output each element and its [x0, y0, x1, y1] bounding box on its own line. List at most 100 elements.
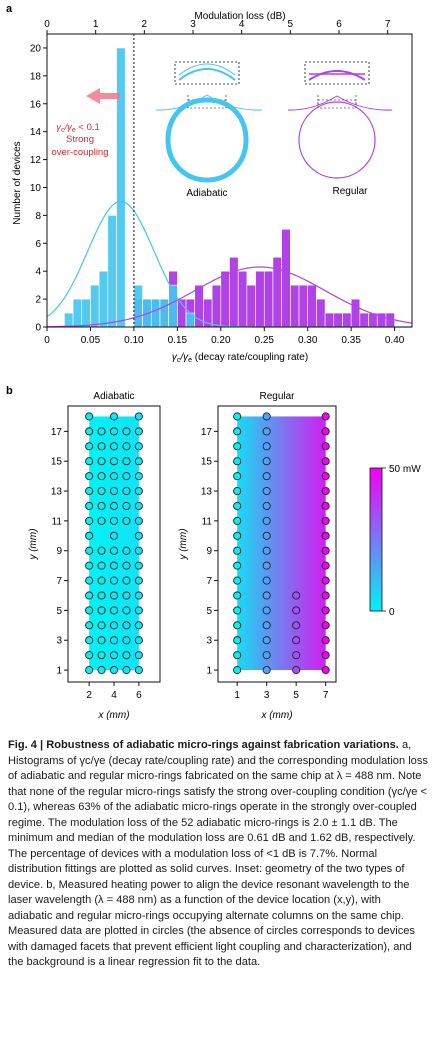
map-point — [292, 651, 301, 660]
map-point — [97, 516, 106, 525]
regular-map-frame — [217, 405, 337, 683]
map-point — [262, 486, 271, 496]
map-point — [134, 561, 143, 570]
y-axis-ticks: 0 2 4 6 8 10 12 14 16 18 20 — [30, 43, 47, 334]
x-tick-label: 5 — [293, 690, 299, 701]
map-point — [85, 486, 94, 496]
map-point — [262, 457, 271, 466]
map-point — [321, 412, 330, 421]
map-point — [109, 636, 119, 645]
top-axis-ticks: 0 1 2 3 4 5 6 7 — [44, 19, 391, 34]
map-point — [233, 606, 242, 615]
map-point — [321, 531, 330, 540]
regular-bar — [220, 270, 230, 328]
caption-title: Fig. 4 | Robustness of adiabatic micro-r… — [8, 739, 399, 751]
map-point — [134, 651, 143, 660]
top-tick-label: 3 — [190, 19, 196, 30]
y-tick-label: 16 — [30, 99, 42, 110]
x-tick-label: 0.05 — [81, 335, 101, 346]
map-point — [122, 442, 131, 451]
map-point — [97, 636, 106, 645]
adiabatic-x-label: x (mm) — [97, 710, 129, 721]
map-point — [262, 501, 271, 511]
annotation-ratio: γc/γe < 0.1 — [56, 122, 100, 134]
map-point — [233, 427, 242, 436]
y-tick-label: 9 — [56, 546, 62, 557]
map-point — [85, 427, 94, 436]
map-point — [321, 457, 330, 466]
map-point — [134, 486, 143, 496]
adiabatic-bar — [159, 298, 169, 328]
map-point — [233, 651, 242, 660]
map-point — [97, 442, 106, 451]
map-point — [122, 621, 131, 630]
panel-b-label: b — [6, 385, 13, 397]
adiabatic-bar — [98, 270, 109, 328]
map-point — [122, 486, 131, 496]
map-point — [321, 561, 330, 570]
y-tick-label: 5 — [56, 606, 62, 617]
map-point — [109, 576, 119, 585]
map-point — [134, 442, 143, 451]
map-point — [321, 576, 330, 585]
map-point — [262, 427, 271, 436]
map-point — [233, 516, 242, 525]
map-point — [233, 457, 242, 466]
map-point — [122, 576, 131, 585]
map-point — [109, 486, 119, 496]
y-tick-label: 15 — [201, 457, 213, 468]
colorbar-min-label: 0 — [389, 607, 395, 618]
map-point — [109, 516, 119, 525]
y-tick-label: 18 — [30, 71, 42, 82]
map-point — [233, 666, 242, 675]
regular-x-ticks: 1 3 5 7 — [234, 682, 329, 701]
map-point — [134, 666, 143, 675]
regular-bar — [211, 284, 222, 328]
regular-bar — [237, 270, 248, 328]
annotation-strong: Strong — [66, 134, 94, 145]
y-tick-label: 3 — [56, 636, 62, 647]
adiabatic-bar — [81, 298, 91, 328]
map-point — [321, 516, 330, 525]
map-point — [292, 636, 301, 645]
map-point — [109, 531, 119, 540]
map-point — [109, 621, 119, 630]
regular-bar — [333, 312, 343, 328]
map-point — [122, 606, 131, 615]
adiabatic-map-points — [85, 412, 143, 675]
figure-caption: Fig. 4 | Robustness of adiabatic micro-r… — [8, 738, 428, 971]
map-point — [134, 591, 143, 600]
y-tick-label: 1 — [56, 666, 62, 677]
adiabatic-map-frame — [67, 405, 161, 683]
map-point — [262, 666, 271, 675]
map-point — [109, 651, 119, 660]
plot-frame — [46, 33, 413, 328]
y-tick-label: 3 — [206, 636, 212, 647]
map-point — [233, 636, 242, 645]
over-coupling-annotation: γc/γe < 0.1 Strong over-coupling — [51, 88, 120, 158]
map-point — [321, 636, 330, 645]
regular-map-title: Regular — [259, 391, 295, 402]
map-point — [97, 606, 106, 615]
map-point — [122, 546, 131, 555]
map-point — [97, 576, 106, 585]
regular-map-points — [233, 412, 330, 675]
map-point — [262, 546, 271, 555]
y-tick-label: 4 — [35, 267, 41, 278]
top-tick-label: 6 — [336, 19, 342, 30]
map-point — [321, 606, 330, 615]
map-point — [262, 442, 271, 451]
map-point — [262, 576, 271, 585]
regular-y-label: y (mm) — [178, 528, 189, 560]
x-axis-label: γc/γe (decay rate/coupling rate) — [172, 352, 308, 364]
map-point — [233, 546, 242, 555]
top-tick-label: 2 — [142, 19, 148, 30]
inset-adiabatic-label: Adiabatic — [186, 188, 227, 199]
regular-bar — [324, 312, 335, 328]
map-point — [134, 606, 143, 615]
inset-regular: Regular — [287, 61, 393, 197]
map-point — [85, 651, 94, 660]
regular-bar — [246, 284, 256, 328]
x-tick-label: 0.40 — [385, 335, 405, 346]
